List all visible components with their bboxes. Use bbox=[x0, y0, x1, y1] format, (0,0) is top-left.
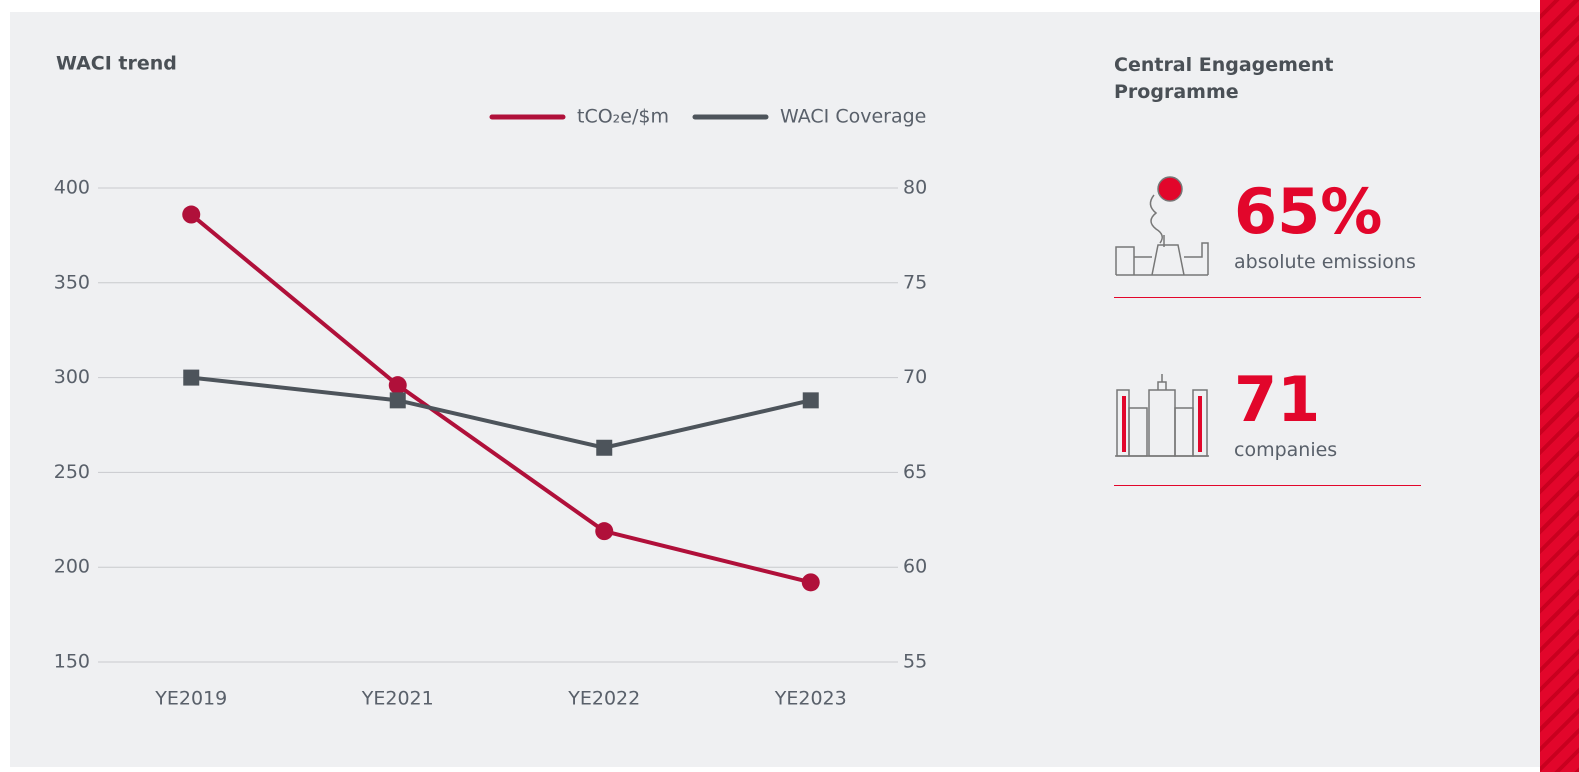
y-tick-label: 150 bbox=[54, 651, 90, 673]
chart: WACI trend 150 200 250 300 350 400 55 60 65 70 75 8… bbox=[0, 0, 1000, 772]
companies-icon bbox=[1114, 370, 1210, 460]
marker bbox=[390, 392, 406, 408]
x-tick-label: YE2021 bbox=[361, 688, 434, 710]
y2-tick-label: 70 bbox=[903, 366, 927, 388]
marker bbox=[802, 573, 820, 591]
legend-label: tCO₂e/$m bbox=[577, 106, 669, 128]
y2-tick-label: 75 bbox=[903, 271, 927, 293]
marker bbox=[803, 392, 819, 408]
stat-value: 71 bbox=[1234, 369, 1320, 431]
stat-value: 65% bbox=[1234, 181, 1382, 243]
marker bbox=[182, 206, 200, 224]
legend-label: WACI Coverage bbox=[780, 106, 926, 128]
y-tick-label: 350 bbox=[54, 271, 90, 293]
y-tick-label: 400 bbox=[54, 177, 90, 199]
y2-tick-label: 80 bbox=[903, 177, 927, 199]
stat-label: companies bbox=[1234, 439, 1337, 461]
marker bbox=[389, 376, 407, 394]
y-tick-label: 300 bbox=[54, 366, 90, 388]
divider bbox=[1114, 297, 1421, 298]
marker bbox=[183, 370, 199, 386]
y-tick-label: 250 bbox=[54, 461, 90, 483]
series-line bbox=[191, 215, 811, 583]
x-tick-label: YE2019 bbox=[154, 688, 227, 710]
stat-label: absolute emissions bbox=[1234, 251, 1416, 273]
divider bbox=[1114, 485, 1421, 486]
emissions-icon bbox=[1114, 175, 1210, 279]
x-tick-label: YE2022 bbox=[567, 688, 640, 710]
series-line bbox=[191, 378, 811, 448]
y2-tick-label: 60 bbox=[903, 556, 927, 578]
chart-title: WACI trend bbox=[56, 53, 177, 75]
decor-stripe bbox=[1540, 0, 1579, 772]
marker bbox=[596, 440, 612, 456]
x-tick-label: YE2023 bbox=[774, 688, 847, 710]
y2-tick-label: 65 bbox=[903, 461, 927, 483]
y2-tick-label: 55 bbox=[903, 651, 927, 673]
engagement-title: Central Engagement Programme bbox=[1114, 52, 1344, 106]
y-tick-label: 200 bbox=[54, 556, 90, 578]
marker bbox=[595, 522, 613, 540]
page: WACI trend 150 200 250 300 350 400 55 60 65 70 75 8… bbox=[0, 0, 1579, 772]
